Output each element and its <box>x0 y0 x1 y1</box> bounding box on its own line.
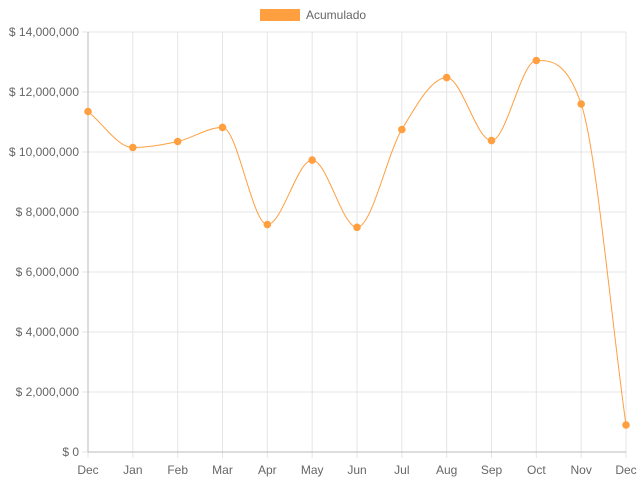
legend-swatch[interactable] <box>260 9 300 21</box>
y-tick-label: $ 0 <box>62 445 79 459</box>
data-point[interactable] <box>129 143 137 152</box>
axes <box>87 32 626 453</box>
data-point[interactable] <box>398 125 406 134</box>
x-axis-tick-labels: Dec Jan Feb Mar Apr May Jun Jul Aug Sep Oct Nov Dec <box>77 463 636 477</box>
data-point[interactable] <box>173 137 182 146</box>
y-tick-label: $ 14,000,000 <box>9 25 79 39</box>
x-tick-label: Sep <box>481 463 503 477</box>
data-point[interactable] <box>442 73 451 82</box>
x-tick-label: Feb <box>167 463 188 477</box>
data-point[interactable] <box>353 223 361 232</box>
data-point[interactable] <box>218 123 227 132</box>
x-tick-label: Dec <box>77 463 98 477</box>
y-tick-label: $ 4,000,000 <box>16 325 80 339</box>
series-line <box>87 59 627 426</box>
y-axis-tick-labels: $ 0 $ 2,000,000 $ 4,000,000 $ 6,000,000 $ 8,… <box>9 25 79 459</box>
y-tick-label: $ 6,000,000 <box>16 265 80 279</box>
grid-lines <box>82 31 627 458</box>
data-point[interactable] <box>263 220 272 229</box>
data-point[interactable] <box>622 421 630 429</box>
y-tick-label: $ 10,000,000 <box>9 145 79 159</box>
data-point[interactable] <box>532 56 541 65</box>
x-tick-label: Nov <box>570 463 591 477</box>
x-tick-label: Apr <box>258 463 277 477</box>
x-tick-label: May <box>301 463 324 477</box>
x-tick-label: Aug <box>436 463 457 477</box>
y-tick-label: $ 8,000,000 <box>16 205 80 219</box>
y-tick-label: $ 12,000,000 <box>9 85 79 99</box>
series-layer <box>84 56 630 429</box>
x-tick-label: Dec <box>615 463 636 477</box>
data-point[interactable] <box>487 136 496 145</box>
x-tick-label: Jan <box>123 463 142 477</box>
data-point[interactable] <box>577 100 585 108</box>
legend[interactable]: Acumulado <box>260 8 366 22</box>
y-tick-label: $ 2,000,000 <box>16 385 80 399</box>
x-tick-label: Jun <box>347 463 366 477</box>
data-point[interactable] <box>308 156 316 164</box>
data-point[interactable] <box>84 107 92 116</box>
x-tick-label: Mar <box>212 463 233 477</box>
legend-label[interactable]: Acumulado <box>306 8 366 22</box>
x-tick-label: Jul <box>394 463 409 477</box>
x-tick-label: Oct <box>527 463 546 477</box>
